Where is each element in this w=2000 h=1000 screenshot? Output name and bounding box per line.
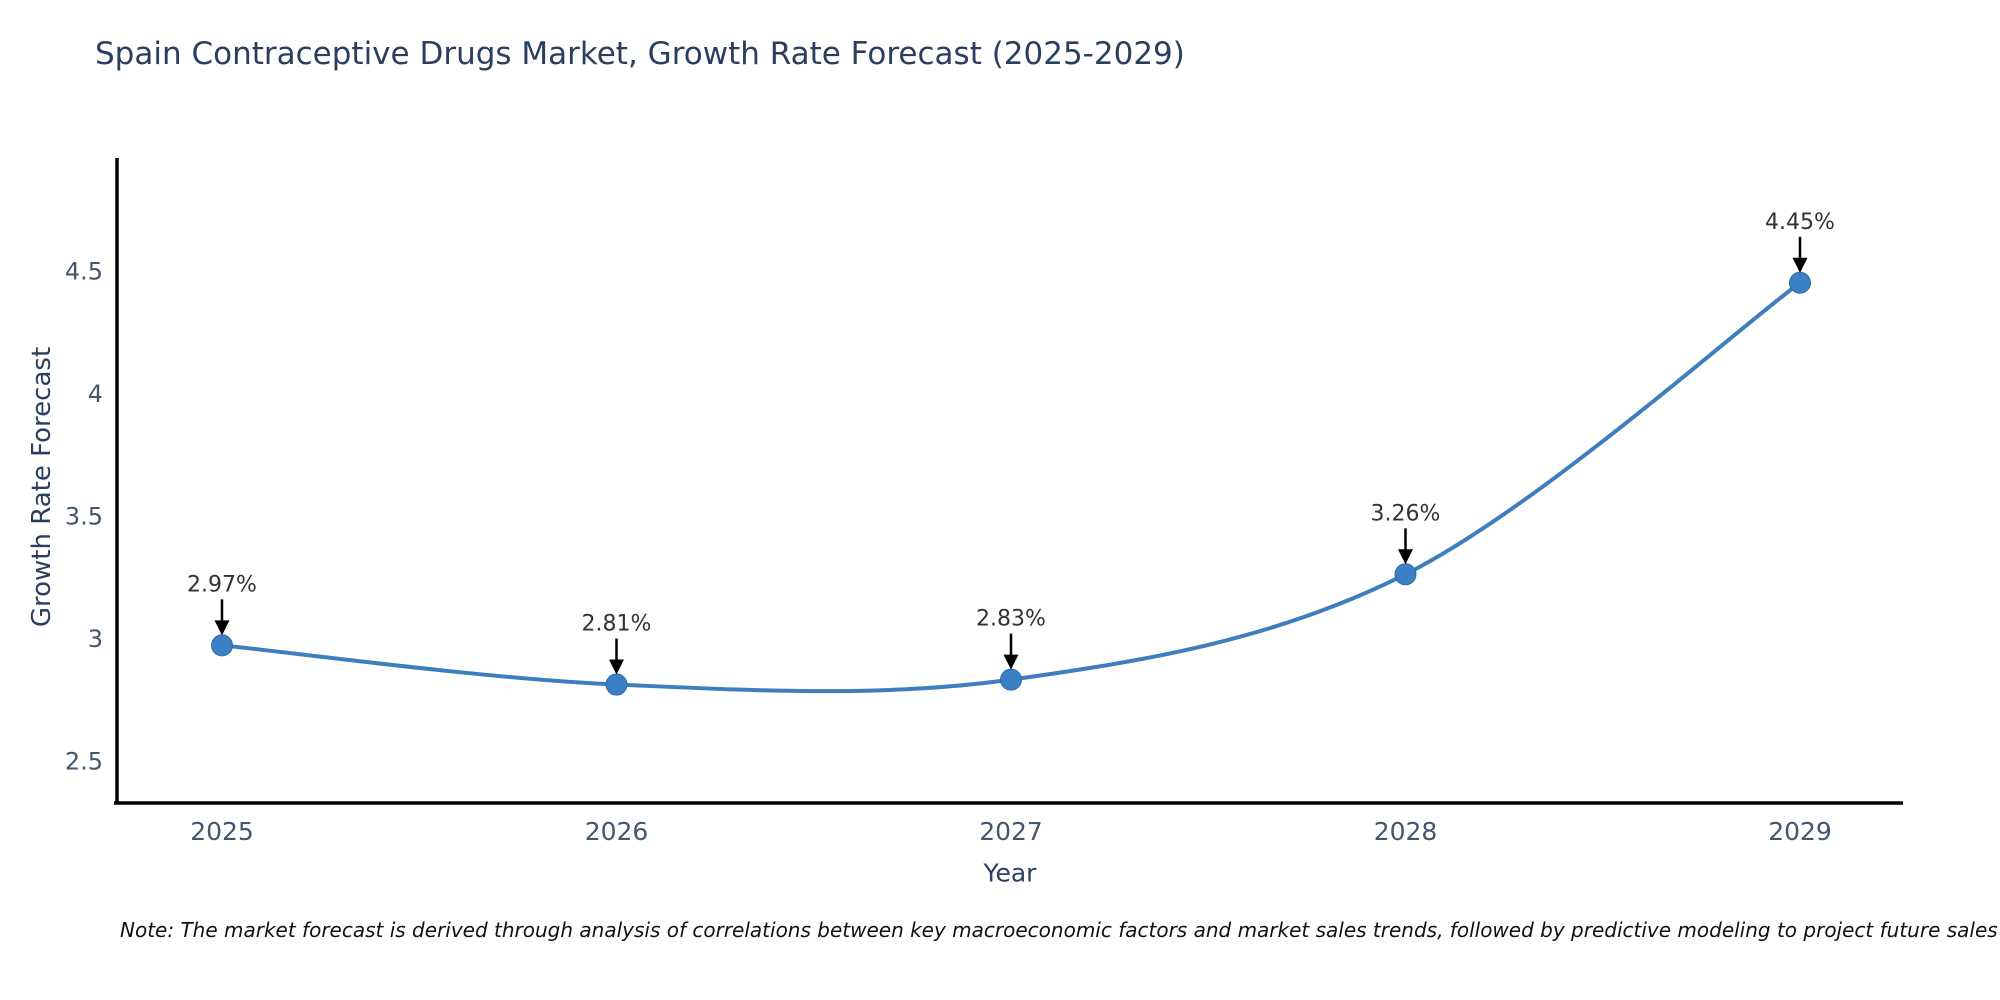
data-point-label: 4.45% (1765, 210, 1835, 235)
x-tick-label: 2026 (585, 817, 649, 846)
annotation-arrow-head (214, 620, 230, 636)
data-point-label: 2.81% (582, 612, 652, 637)
data-point-marker (211, 634, 233, 657)
data-point-marker (1000, 668, 1022, 691)
y-tick-label: 2.5 (65, 748, 103, 776)
data-point-marker (1789, 271, 1811, 294)
annotation-arrow-head (1003, 654, 1019, 670)
data-point-label: 3.26% (1371, 501, 1441, 526)
data-point-marker (1394, 563, 1417, 586)
annotation-arrow-head (609, 659, 624, 675)
footnote: Note: The market forecast is derived thr… (120, 918, 1998, 942)
data-point-label: 2.83% (976, 607, 1046, 632)
x-tick-label: 2025 (190, 817, 254, 846)
y-tick-label: 4.5 (65, 258, 103, 286)
x-tick-label: 2027 (979, 817, 1043, 846)
annotation-arrow-head (1398, 549, 1413, 565)
y-tick-label: 3 (88, 625, 103, 653)
chart-title: Spain Contraceptive Drugs Market, Growth… (95, 36, 1185, 72)
x-tick-label: 2029 (1768, 817, 1832, 846)
annotation-arrow-head (1792, 257, 1808, 273)
x-tick-label: 2028 (1374, 817, 1438, 846)
y-tick-label: 4 (88, 380, 103, 408)
forecast-line (220, 280, 1802, 694)
data-point-label: 2.97% (187, 572, 257, 597)
data-point-marker (605, 673, 628, 696)
y-tick-label: 3.5 (65, 503, 103, 531)
x-axis-title: Year (983, 858, 1037, 888)
